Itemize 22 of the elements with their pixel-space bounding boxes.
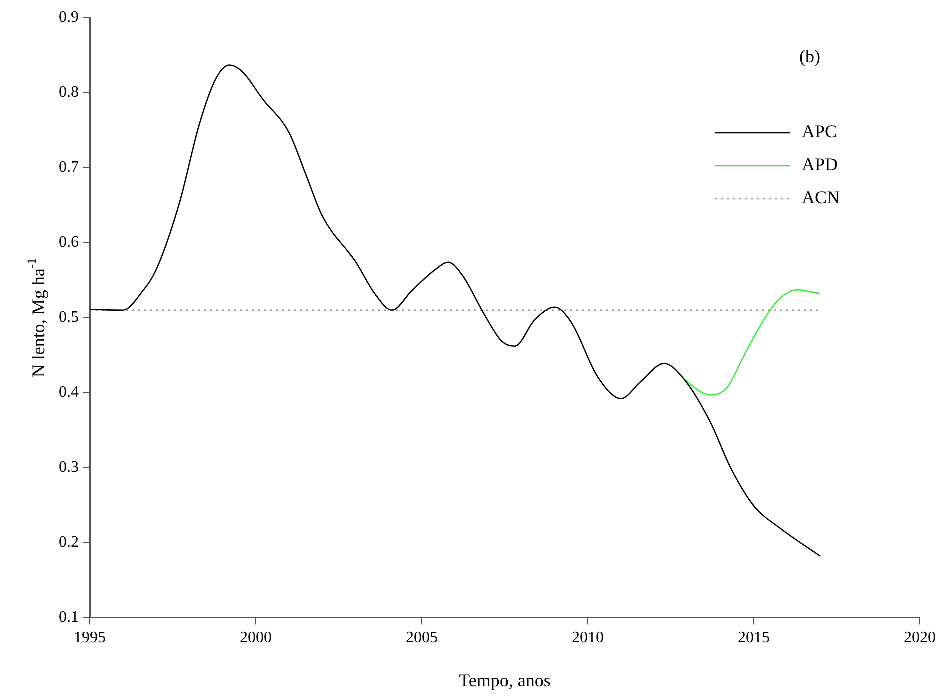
y-tick-label: 0.7 — [59, 159, 79, 176]
x-tick-label: 2015 — [738, 630, 770, 647]
x-tick-label: 2010 — [572, 630, 604, 647]
legend-label: APD — [802, 154, 838, 175]
annotation: (b) — [800, 46, 821, 67]
line-series — [684, 290, 822, 396]
x-tick-label: 2000 — [240, 630, 272, 647]
legend-label: APC — [802, 122, 838, 142]
y-tick-label: 0.3 — [59, 459, 79, 476]
legend-label: ACN — [802, 188, 840, 208]
y-tick-label: 0.5 — [59, 309, 79, 326]
y-tick-label: 0.4 — [59, 384, 79, 402]
y-tick-label: 0.2 — [59, 534, 79, 552]
x-tick-label: 1995 — [74, 630, 106, 647]
x-axis-title: Tempo, anos — [459, 670, 551, 691]
y-tick-label: 0.8 — [59, 84, 79, 102]
y-tick-label: 0.6 — [59, 234, 79, 252]
y-tick-label: 0.9 — [59, 9, 79, 26]
x-tick-label: 2005 — [406, 630, 438, 647]
y-tick-label: 0.1 — [59, 609, 79, 626]
x-tick-label: 2020 — [904, 630, 936, 647]
y-axis-title: N lento, Mg ha-1 — [25, 258, 49, 378]
